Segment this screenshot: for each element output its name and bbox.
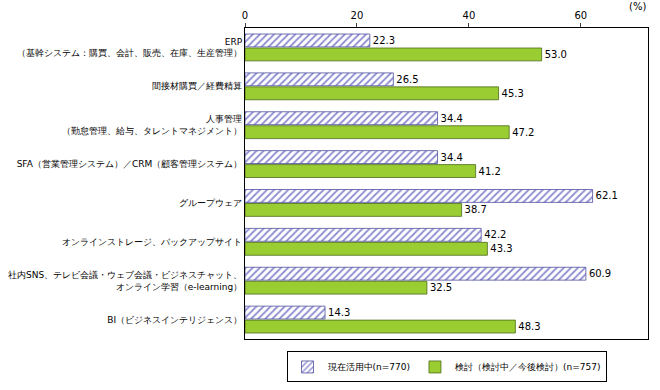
- svg-text:45.3: 45.3: [502, 88, 524, 99]
- svg-text:62.1: 62.1: [596, 190, 618, 201]
- svg-text:22.3: 22.3: [373, 35, 395, 46]
- svg-text:26.5: 26.5: [396, 74, 418, 85]
- svg-text:34.4: 34.4: [441, 152, 463, 163]
- svg-text:社内SNS、テレビ会議・ウェブ会議・ビジネスチャット、オンラ: 社内SNS、テレビ会議・ウェブ会議・ビジネスチャット、オンライン学習（e-lea…: [8, 270, 242, 292]
- svg-text:53.0: 53.0: [545, 49, 567, 60]
- svg-text:14.3: 14.3: [328, 307, 350, 318]
- svg-text:48.3: 48.3: [518, 321, 540, 332]
- svg-text:34.4: 34.4: [441, 113, 463, 124]
- svg-text:42.2: 42.2: [484, 229, 506, 240]
- svg-text:60: 60: [574, 10, 587, 21]
- svg-text:60.9: 60.9: [589, 268, 611, 279]
- svg-text:現在活用中(n=770): 現在活用中(n=770): [328, 362, 410, 372]
- svg-text:43.3: 43.3: [490, 243, 512, 254]
- svg-text:間接材購買／経費精算: 間接材購買／経費精算: [152, 81, 242, 91]
- svg-text:41.2: 41.2: [479, 166, 501, 177]
- svg-text:20: 20: [351, 10, 364, 21]
- svg-text:32.5: 32.5: [430, 282, 452, 293]
- svg-text:ERP（基幹システム：購買、会計、販売、在庫、生産管理）: ERP（基幹システム：購買、会計、販売、在庫、生産管理）: [17, 37, 243, 59]
- svg-text:オンラインストレージ、バックアップサイト: オンラインストレージ、バックアップサイト: [62, 237, 242, 247]
- svg-text:SFA（営業管理システム）／CRM（顧客管理システム）: SFA（営業管理システム）／CRM（顧客管理システム）: [17, 159, 243, 169]
- svg-text:BI（ビジネスインテリジェンス）: BI（ビジネスインテリジェンス）: [107, 315, 242, 325]
- svg-text:47.2: 47.2: [512, 127, 534, 138]
- svg-text:検討（検討中／今後検討）(n=757): 検討（検討中／今後検討）(n=757): [455, 362, 600, 372]
- svg-text:人事管理（勤怠管理、給与、タレントマネジメント）: 人事管理（勤怠管理、給与、タレントマネジメント）: [62, 114, 242, 136]
- svg-text:40: 40: [463, 10, 476, 21]
- svg-text:0: 0: [242, 10, 248, 21]
- svg-text:(%): (%): [629, 1, 646, 12]
- svg-text:38.7: 38.7: [465, 204, 487, 215]
- svg-text:グループウェア: グループウェア: [179, 198, 242, 208]
